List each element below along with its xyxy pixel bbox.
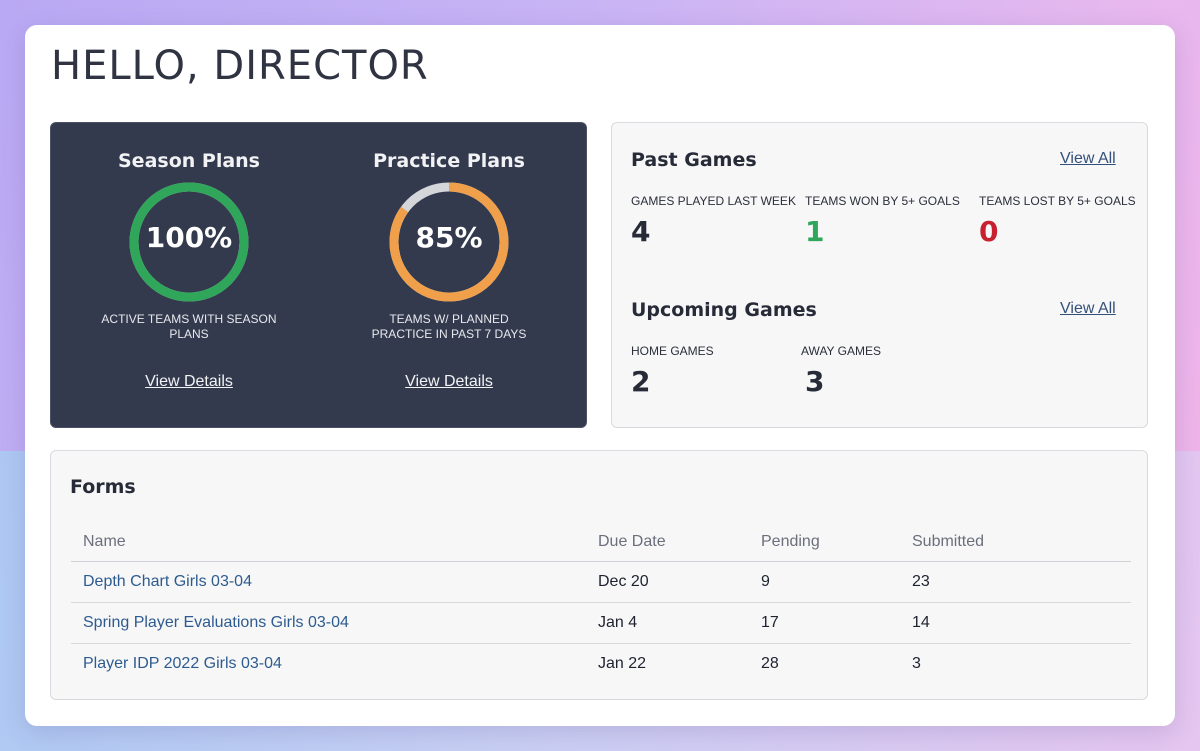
season-plans-progress-ring: 100% — [127, 180, 251, 304]
column-header-pending[interactable]: Pending — [749, 523, 900, 562]
practice-plans-percent: 85% — [415, 221, 483, 254]
ring-progress-arc — [389, 182, 509, 302]
games-panel: Past Games View All GAMES PLAYED LAST WE… — [611, 122, 1148, 428]
away-games-label: AWAY GAMES — [801, 344, 882, 358]
games-played-value: 4 — [631, 215, 651, 248]
table-row: Spring Player Evaluations Girls 03-04 Ja… — [71, 602, 1131, 644]
practice-plans-description: TEAMS W/ PLANNED PRACTICE IN PAST 7 DAYS — [371, 312, 527, 341]
season-plans-title: Season Plans — [118, 150, 260, 172]
practice-plans-widget: Practice Plans 85% TEAMS W/ PLANNED PRAC… — [319, 123, 579, 427]
teams-lost-label: TEAMS LOST BY 5+ GOALS — [979, 194, 1136, 208]
page-title: HELLO, DIRECTOR — [51, 43, 429, 89]
practice-plans-title: Practice Plans — [373, 150, 525, 172]
form-name-link[interactable]: Spring Player Evaluations Girls 03-04 — [83, 613, 349, 631]
table-row: Depth Chart Girls 03-04 Dec 20 9 23 — [71, 561, 1131, 603]
table-header-row: Name Due Date Pending Submitted — [71, 523, 1131, 562]
season-plans-percent: 100% — [145, 221, 233, 254]
submitted-cell: 14 — [900, 602, 1131, 644]
due-date-cell: Jan 4 — [586, 602, 749, 644]
home-games-value: 2 — [631, 365, 651, 398]
submitted-cell: 23 — [900, 561, 1131, 603]
past-games-title: Past Games — [631, 149, 757, 171]
teams-won-label: TEAMS WON BY 5+ GOALS — [805, 194, 960, 208]
practice-plans-view-details-link[interactable]: View Details — [405, 373, 493, 390]
forms-table: Name Due Date Pending Submitted Depth Ch… — [71, 523, 1131, 684]
away-games-value: 3 — [805, 365, 825, 398]
forms-title: Forms — [70, 476, 136, 498]
ring-progress-arc — [129, 182, 249, 302]
upcoming-games-title: Upcoming Games — [631, 299, 817, 321]
table-row: Player IDP 2022 Girls 03-04 Jan 22 28 3 — [71, 643, 1131, 684]
column-header-submitted[interactable]: Submitted — [900, 523, 1131, 562]
season-plans-view-details-link[interactable]: View Details — [145, 373, 233, 390]
dashboard-card: HELLO, DIRECTOR Season Plans 100% ACTIVE… — [25, 25, 1175, 726]
plans-panel: Season Plans 100% ACTIVE TEAMS WITH SEAS… — [50, 122, 587, 428]
forms-panel: Forms Name Due Date Pending Submitted De… — [50, 450, 1148, 700]
teams-lost-value: 0 — [979, 215, 999, 248]
pending-cell: 9 — [749, 561, 900, 603]
column-header-name[interactable]: Name — [71, 523, 586, 562]
games-played-label: GAMES PLAYED LAST WEEK — [631, 194, 796, 208]
pending-cell: 28 — [761, 654, 779, 672]
due-date-cell: Jan 22 — [598, 654, 647, 672]
season-plans-widget: Season Plans 100% ACTIVE TEAMS WITH SEAS… — [59, 123, 319, 427]
past-games-view-all-link[interactable]: View All — [1060, 150, 1116, 167]
column-header-due-date[interactable]: Due Date — [586, 523, 749, 562]
due-date-cell: Dec 20 — [586, 561, 749, 603]
form-name-link[interactable]: Player IDP 2022 Girls 03-04 — [83, 654, 282, 672]
teams-won-value: 1 — [805, 215, 825, 248]
submitted-cell: 3 — [912, 654, 921, 672]
season-plans-description: ACTIVE TEAMS WITH SEASON PLANS — [101, 312, 277, 341]
upcoming-games-view-all-link[interactable]: View All — [1060, 300, 1116, 317]
pending-cell: 17 — [749, 602, 900, 644]
form-name-link[interactable]: Depth Chart Girls 03-04 — [83, 572, 252, 590]
home-games-label: HOME GAMES — [631, 344, 714, 358]
practice-plans-progress-ring: 85% — [387, 180, 511, 304]
